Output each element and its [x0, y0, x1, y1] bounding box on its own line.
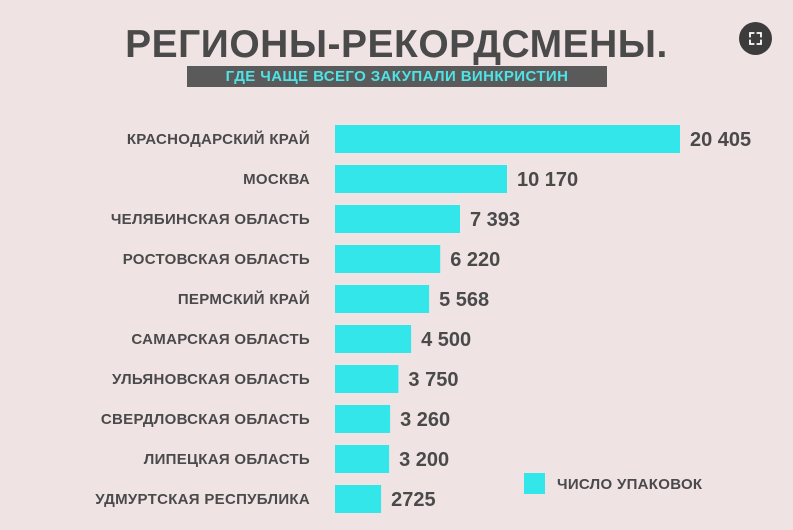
category-label: САМАРСКАЯ ОБЛАСТЬ: [131, 331, 310, 348]
value-label: 5 568: [439, 289, 489, 311]
bar: [335, 285, 430, 313]
category-label: ЛИПЕЦКАЯ ОБЛАСТЬ: [144, 451, 310, 468]
category-label: СВЕРДЛОВСКАЯ ОБЛАСТЬ: [101, 411, 310, 428]
category-label: УДМУРТСКАЯ РЕСПУБЛИКА: [95, 491, 310, 508]
value-label: 10 170: [517, 169, 578, 191]
bar: [335, 485, 382, 513]
bar: [335, 125, 680, 153]
value-label: 7 393: [470, 209, 520, 231]
category-label: ПЕРМСКИЙ КРАЙ: [178, 290, 310, 308]
bars-layer: [335, 125, 680, 513]
value-label: 4 500: [421, 329, 471, 351]
value-label: 3 260: [400, 409, 450, 431]
category-label: ЧЕЛЯБИНСКАЯ ОБЛАСТЬ: [111, 211, 310, 228]
category-label: МОСКВА: [243, 171, 310, 188]
bar: [335, 405, 391, 433]
bar: [335, 165, 507, 193]
bar: [335, 205, 460, 233]
category-label: УЛЬЯНОВСКАЯ ОБЛАСТЬ: [112, 371, 310, 388]
expand-button[interactable]: [739, 22, 772, 55]
value-label: 2725: [391, 489, 436, 511]
legend-swatch: [524, 473, 545, 494]
bar: [335, 245, 441, 273]
value-label: 20 405: [690, 129, 751, 151]
value-label: 3 750: [408, 369, 458, 391]
chart-subtitle: ГДЕ ЧАЩЕ ВСЕГО ЗАКУПАЛИ ВИНКРИСТИН: [187, 66, 607, 87]
bar: [335, 325, 412, 353]
expand-icon: [749, 32, 762, 45]
category-labels: КРАСНОДАРСКИЙ КРАЙ МОСКВА ЧЕЛЯБИНСКАЯ ОБЛА…: [95, 130, 310, 508]
category-label: РОСТОВСКАЯ ОБЛАСТЬ: [123, 251, 310, 268]
bar: [335, 365, 399, 393]
category-label: КРАСНОДАРСКИЙ КРАЙ: [127, 130, 310, 148]
value-label: 6 220: [450, 249, 500, 271]
legend-label: ЧИСЛО УПАКОВОК: [557, 476, 703, 493]
bar: [335, 445, 390, 473]
value-label: 3 200: [399, 449, 449, 471]
chart-title: РЕГИОНЫ-РЕКОРДСМЕНЫ.: [125, 23, 668, 66]
value-labels: 20 405 10 170 7 393 6 220 5 568 4 500 3 750 3 2…: [391, 129, 751, 511]
legend: ЧИСЛО УПАКОВОК: [524, 473, 703, 494]
